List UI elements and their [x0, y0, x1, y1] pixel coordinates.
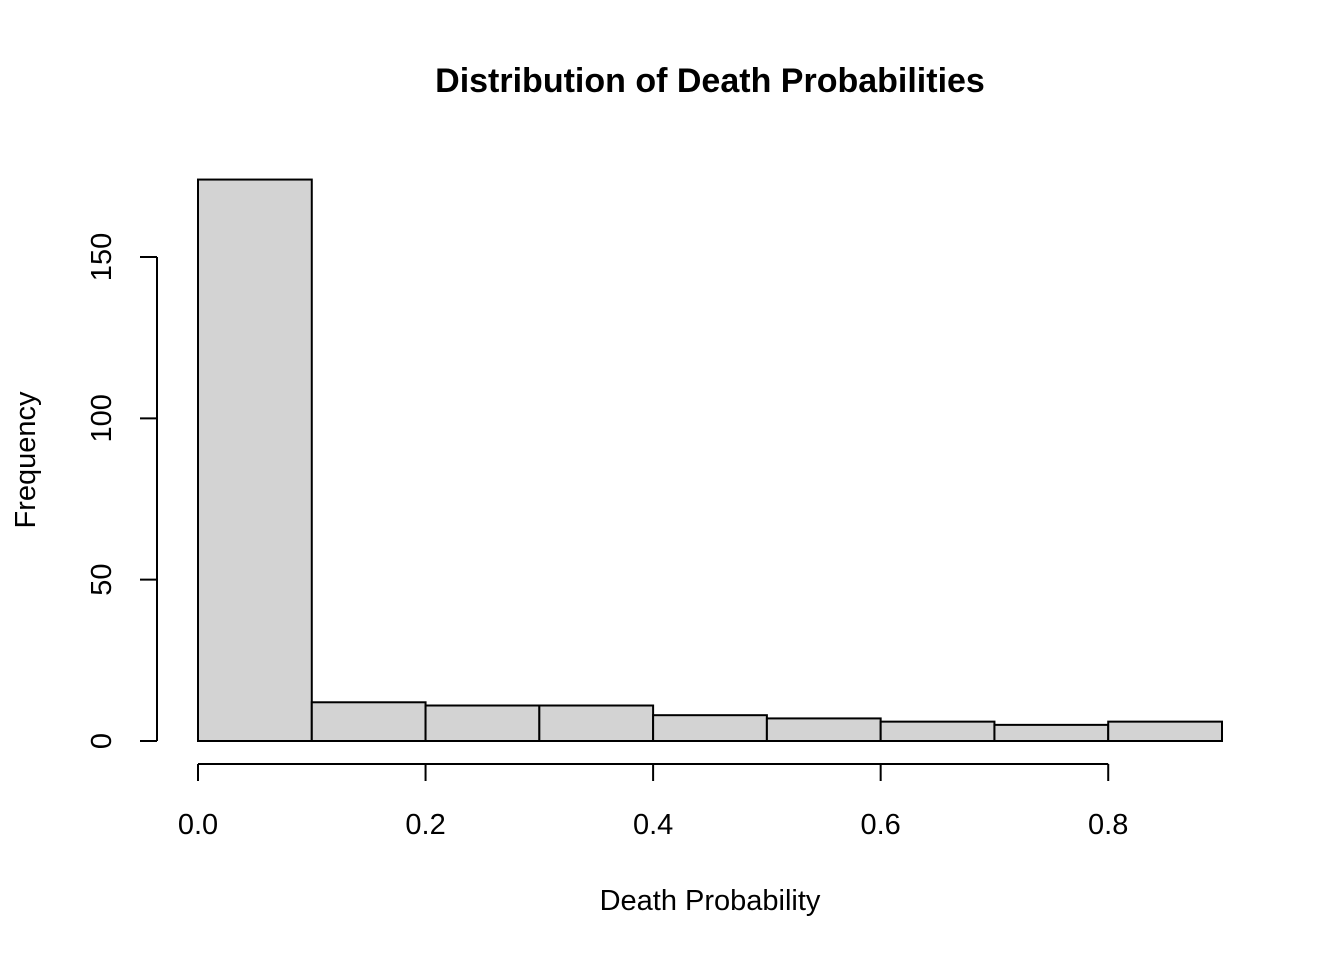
x-tick-label-2: 0.4	[633, 809, 673, 841]
x-tick-label-1: 0.2	[405, 809, 445, 841]
y-tick-label-2: 100	[86, 394, 118, 442]
histogram-bar-3	[538, 704, 655, 742]
histogram-bar-1	[310, 701, 427, 743]
histogram-bar-5	[765, 717, 882, 742]
histogram-bar-7	[993, 723, 1110, 742]
y-axis: 0 50 100 150	[86, 233, 158, 749]
y-axis-label: Frequency	[10, 391, 42, 529]
y-tick-label-0: 0	[86, 733, 118, 749]
chart-title: Distribution of Death Probabilities	[435, 62, 985, 100]
x-tick-label-3: 0.6	[861, 809, 901, 841]
y-tick-label-1: 50	[86, 564, 118, 596]
y-tick-label-3: 150	[86, 233, 118, 281]
x-axis: 0.0 0.2 0.4 0.6 0.8	[178, 763, 1128, 841]
histogram-bar-2	[424, 704, 541, 742]
x-tick-label-0: 0.0	[178, 809, 218, 841]
histogram-bar-4	[652, 714, 768, 742]
histogram-bar-6	[879, 720, 996, 743]
x-axis-label: Death Probability	[600, 885, 821, 917]
histogram-bar-8	[1107, 720, 1223, 743]
bars-group	[197, 178, 1223, 743]
x-tick-label-4: 0.8	[1088, 809, 1128, 841]
histogram-bar-0	[197, 178, 313, 742]
